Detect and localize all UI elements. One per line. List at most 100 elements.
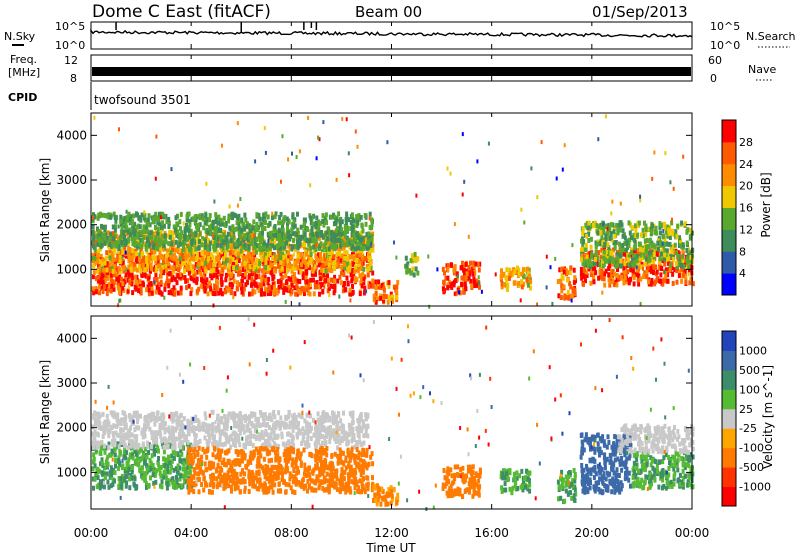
range-gate-cell [176,273,180,279]
range-gate-cell [147,287,151,293]
range-gate-cell [466,276,470,282]
range-gate-cell [205,221,209,227]
range-gate-cell [183,468,187,474]
range-gate-cell [567,295,571,301]
range-gate-cell [158,242,162,248]
range-gate-cell [294,291,298,297]
range-gate-cell [178,428,182,434]
range-gate-cell [671,256,675,262]
range-gate-cell [689,254,693,260]
range-gate-cell [243,242,247,248]
range-gate-cell [643,238,647,244]
range-gate-cell [175,247,179,253]
range-gate-cell [157,286,161,292]
range-gate-cell [163,286,167,292]
range-gate-cell [357,258,361,264]
range-gate-cell [182,269,186,274]
range-gate-cell [584,242,588,248]
range-gate-cell [632,275,636,281]
range-gate-cell [585,273,589,278]
range-gate-cell [155,239,159,245]
freq-trace [92,67,691,76]
range-gate-cell [549,265,552,270]
range-gate-cell [649,268,653,274]
range-gate-cell [342,245,346,251]
range-gate-cell [360,222,364,228]
range-gate-cell [294,244,298,250]
range-gate-cell [122,236,126,242]
range-gate-cell [160,441,164,447]
range-gate-cell [170,442,174,448]
range-gate-cell [99,211,102,217]
range-gate-cell [449,262,453,268]
colorbar-segment [722,251,736,274]
range-gate-cell [645,274,649,280]
range-gate-cell [140,455,144,461]
range-gate-cell [305,279,309,285]
range-gate-cell [124,422,128,428]
range-gate-cell [409,270,413,276]
range-gate-cell [144,262,148,268]
range-gate-cell [653,244,657,250]
range-gate-cell [236,280,239,286]
range-gate-cell [315,280,319,285]
range-gate-cell [350,232,354,238]
range-gate-cell [242,222,246,227]
range-gate-cell [151,216,155,222]
range-gate-cell [446,263,450,269]
range-gate-cell [223,289,227,295]
range-gate-cell [593,257,597,262]
range-gate-cell [364,221,368,227]
range-gate-cell [454,291,458,297]
range-gate-cell [337,211,341,217]
range-gate-cell [282,255,286,261]
range-gate-cell [536,195,539,200]
range-gate-cell [273,258,277,264]
range-gate-cell [463,179,466,184]
range-gate-cell [330,214,333,220]
range-gate-cell [224,272,228,278]
range-gate-cell [140,212,144,218]
range-gate-cell [348,240,352,246]
range-gate-cell [263,252,267,258]
range-gate-cell [261,216,265,222]
range-gate-cell [354,129,357,134]
range-gate-cell [100,223,103,229]
range-gate-cell [115,272,118,278]
range-gate-cell [612,225,616,231]
range-gate-cell [680,263,684,268]
range-gate-cell [137,242,141,247]
range-gate-cell [154,235,158,241]
range-gate-cell [361,228,365,234]
range-gate-cell [612,259,616,265]
range-gate-cell [303,221,307,227]
range-gate-cell [145,484,148,490]
colorbar-segment [722,163,736,187]
range-gate-cell [304,270,308,276]
range-gate-cell [629,235,633,241]
range-gate-cell [348,265,351,271]
range-gate-cell [186,418,190,424]
range-gate-cell [587,263,591,268]
range-gate-cell [357,262,361,268]
range-gate-cell [446,275,450,281]
range-gate-cell [302,291,306,297]
range-gate-cell [345,441,349,447]
range-gate-cell [257,268,261,274]
range-gate-cell [163,436,167,442]
range-gate-cell [180,419,184,425]
range-gate-cell [267,276,271,282]
range-gate-cell [257,236,261,242]
range-gate-cell [202,426,206,432]
range-gate-cell [558,267,562,273]
range-gate-cell [349,226,353,232]
range-gate-cell [322,120,325,125]
range-gate-cell [468,270,472,276]
range-gate-cell [195,256,199,261]
range-gate-cell [647,279,651,285]
range-gate-cell [666,241,670,247]
range-gate-cell [120,435,123,440]
range-gate-cell [134,460,138,466]
range-gate-cell [239,238,243,244]
range-gate-cell [379,295,383,301]
